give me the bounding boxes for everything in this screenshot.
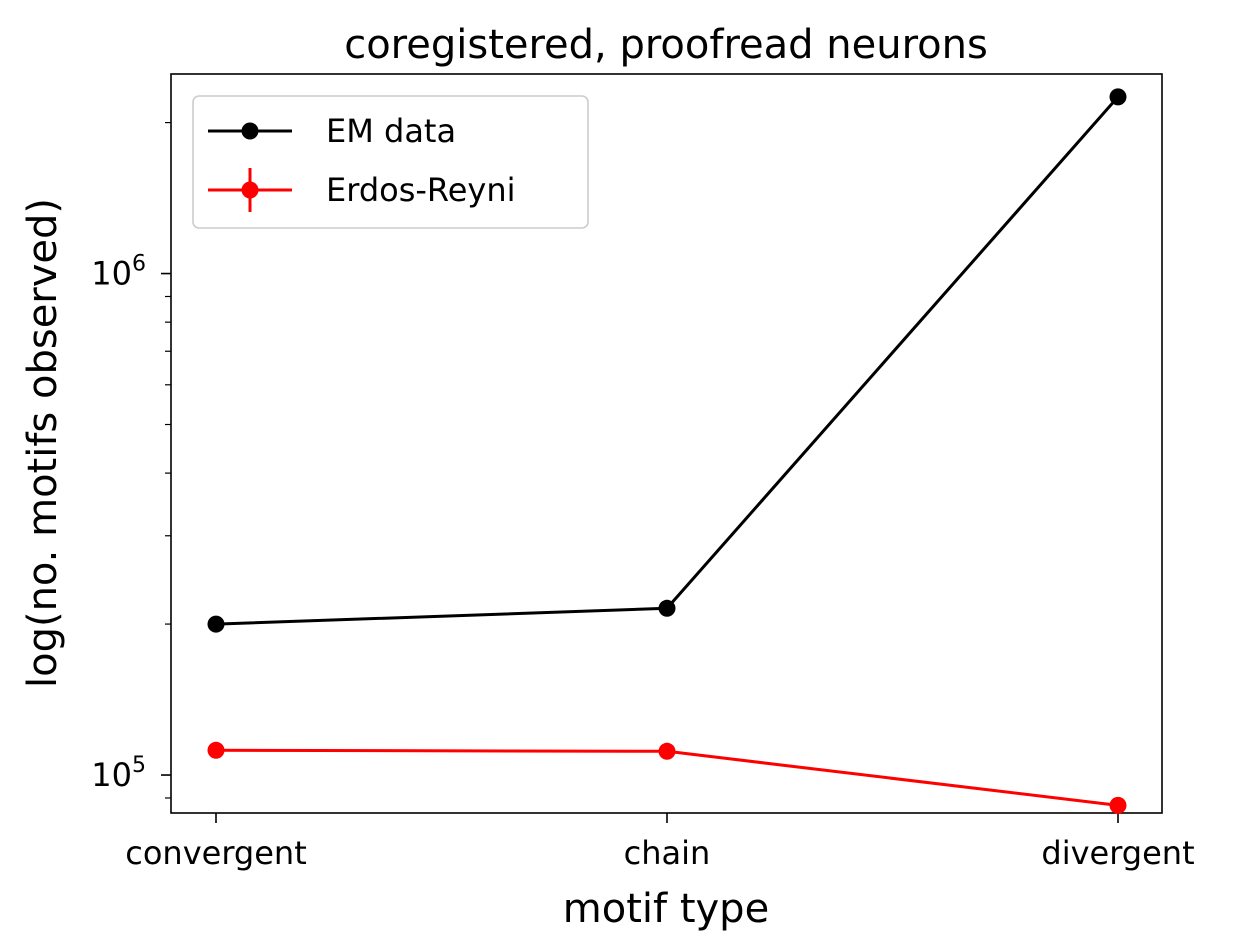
x-tick-label: divergent <box>1041 834 1194 872</box>
x-tick-label: chain <box>624 834 711 872</box>
legend-marker <box>241 122 259 140</box>
legend-marker <box>241 181 259 199</box>
series-layer <box>207 88 1127 814</box>
x-axis-label: motif type <box>563 886 769 932</box>
legend-entry-1: Erdos-Reyni <box>208 168 516 212</box>
series-1 <box>207 741 1127 814</box>
legend-box <box>192 95 589 229</box>
data-point <box>207 741 225 759</box>
y-axis-ticks: 105 106 <box>91 121 171 799</box>
x-axis-ticks: convergent chain divergent <box>125 813 1195 872</box>
data-point <box>1109 88 1127 106</box>
y-axis-label: log(no. motifs observed) <box>20 198 66 688</box>
legend-label: Erdos-Reyni <box>326 171 516 209</box>
data-point <box>658 599 676 617</box>
y-tick-label: 106 <box>91 252 146 293</box>
data-point <box>658 742 676 760</box>
x-tick-label: convergent <box>125 834 307 872</box>
chart-title: coregistered, proofread neurons <box>344 22 988 68</box>
y-tick-label: 105 <box>91 753 146 794</box>
data-point <box>1109 796 1127 814</box>
legend: EM data Erdos-Reyni <box>192 95 589 229</box>
series-0 <box>207 88 1127 633</box>
data-point <box>207 615 225 633</box>
legend-entry-0: EM data <box>208 112 456 150</box>
legend-label: EM data <box>326 112 456 150</box>
